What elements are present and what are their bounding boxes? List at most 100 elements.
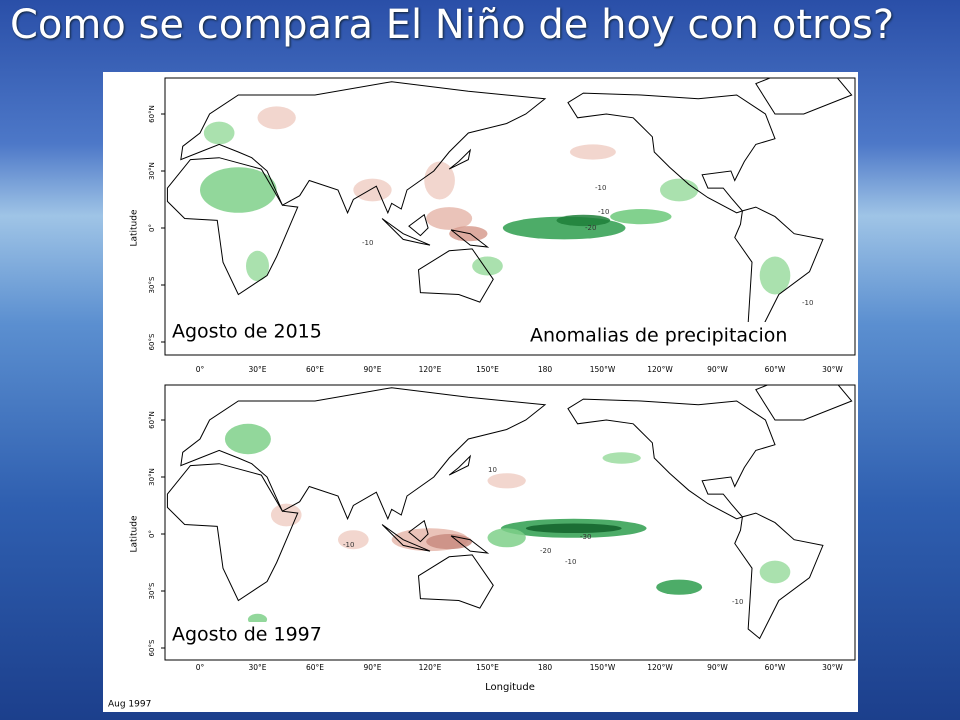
latitude-tick-label: 0° (148, 224, 156, 232)
slide-title: Como se compara El Niño de hoy con otros… (10, 2, 895, 48)
anomaly-area (759, 256, 791, 295)
anomaly-area (203, 121, 235, 145)
contour-label: -20 (585, 224, 596, 232)
contour-label: 10 (488, 466, 497, 474)
anomaly-area (610, 209, 672, 225)
coastline (408, 519, 429, 543)
longitude-tick-label: 60°E (306, 365, 324, 374)
latitude-tick-label: 30°N (148, 162, 156, 180)
latitude-tick-label: 30°S (148, 582, 156, 599)
latitude-tick-label: 0° (148, 530, 156, 538)
contour-label: -10 (595, 184, 606, 192)
contour-label: -10 (732, 598, 743, 606)
contour-label: -10 (362, 239, 373, 247)
annotation-bg (526, 322, 846, 348)
anomaly-area (602, 452, 641, 464)
coastline (755, 78, 853, 115)
coastline (450, 535, 490, 554)
contour-label: -20 (540, 547, 551, 555)
anomaly-area (246, 250, 269, 282)
anomaly-area (487, 528, 526, 548)
coastline (755, 385, 853, 421)
coastline (417, 554, 494, 609)
contour-label: -10 (343, 541, 354, 549)
latitude-tick-label: 30°N (148, 468, 156, 486)
coastline (417, 248, 494, 303)
anomaly-area (487, 473, 526, 489)
longitude-tick-label: 60°E (306, 663, 324, 672)
longitude-tick-label: 60°W (765, 663, 786, 672)
contour-label: -10 (565, 558, 576, 566)
coastline (381, 524, 431, 552)
longitude-tick-label: 180 (538, 663, 553, 672)
map-body (166, 385, 853, 640)
longitude-tick-label: 30°E (248, 365, 266, 374)
contour-label: -10 (802, 299, 813, 307)
longitude-tick-label: 150°W (590, 663, 616, 672)
latitude-tick-label: 60°S (148, 333, 156, 350)
longitude-label: Longitude (485, 682, 535, 693)
latitude-tick-label: 30°S (148, 276, 156, 293)
panel-label: Agosto de 1997 (172, 624, 322, 646)
coastline (448, 454, 472, 476)
longitude-tick-label: 120°W (647, 663, 673, 672)
longitude-tick-label: 150°E (476, 365, 499, 374)
annotation: Anomalias de precipitacion (530, 325, 787, 347)
anomaly-area (525, 523, 622, 534)
anomaly-area (472, 256, 503, 276)
longitude-tick-label: 90°E (363, 663, 381, 672)
coastline (408, 213, 429, 237)
anomaly-area (656, 579, 703, 595)
longitude-tick-label: 90°W (707, 365, 728, 374)
footer-label: Aug 1997 (108, 700, 151, 710)
panel-label-bg (168, 319, 358, 345)
coastline (180, 81, 547, 215)
longitude-tick-label: 90°E (363, 365, 381, 374)
longitude-tick-label: 0° (196, 663, 205, 672)
longitude-tick-label: 150°W (590, 365, 616, 374)
anomaly-area (556, 214, 611, 227)
longitude-tick-label: 30°E (248, 663, 266, 672)
coastline (166, 463, 299, 602)
longitude-tick-label: 150°E (476, 663, 499, 672)
anomaly-area (426, 207, 473, 230)
coastline (450, 229, 490, 248)
panel-label: Agosto de 2015 (172, 321, 322, 343)
contour-label: -30 (580, 533, 591, 541)
anomaly-area (424, 161, 455, 200)
coastline (567, 92, 776, 214)
latitude-tick-label: 60°S (148, 639, 156, 656)
coastline (381, 218, 431, 246)
longitude-tick-label: 180 (538, 365, 553, 374)
latitude-label: Latitude (130, 209, 140, 247)
contour-label: -10 (598, 208, 609, 216)
longitude-tick-label: 30°W (822, 663, 843, 672)
longitude-tick-label: 120°E (419, 365, 442, 374)
anomaly-area (353, 178, 392, 202)
latitude-tick-label: 60°N (148, 411, 156, 429)
longitude-tick-label: 120°W (647, 365, 673, 374)
coastline (166, 157, 299, 296)
longitude-tick-label: 0° (196, 365, 205, 374)
latitude-label: Latitude (130, 515, 140, 553)
longitude-tick-label: 60°W (765, 365, 786, 374)
panel-label-bg (168, 622, 358, 648)
coastline (734, 206, 824, 334)
longitude-tick-label: 90°W (707, 663, 728, 672)
anomaly-area (257, 106, 296, 130)
anomaly-area (759, 560, 791, 584)
anomaly-area (660, 178, 699, 202)
coastline (180, 387, 547, 521)
map-body (166, 78, 853, 334)
latitude-tick-label: 60°N (148, 105, 156, 123)
anomaly-area (270, 503, 302, 527)
coastline (734, 512, 824, 640)
anomaly-area (224, 423, 271, 455)
longitude-tick-label: 30°W (822, 365, 843, 374)
longitude-tick-label: 120°E (419, 663, 442, 672)
anomaly-area (569, 144, 616, 160)
anomaly-area (200, 167, 277, 213)
coastline (567, 398, 776, 520)
